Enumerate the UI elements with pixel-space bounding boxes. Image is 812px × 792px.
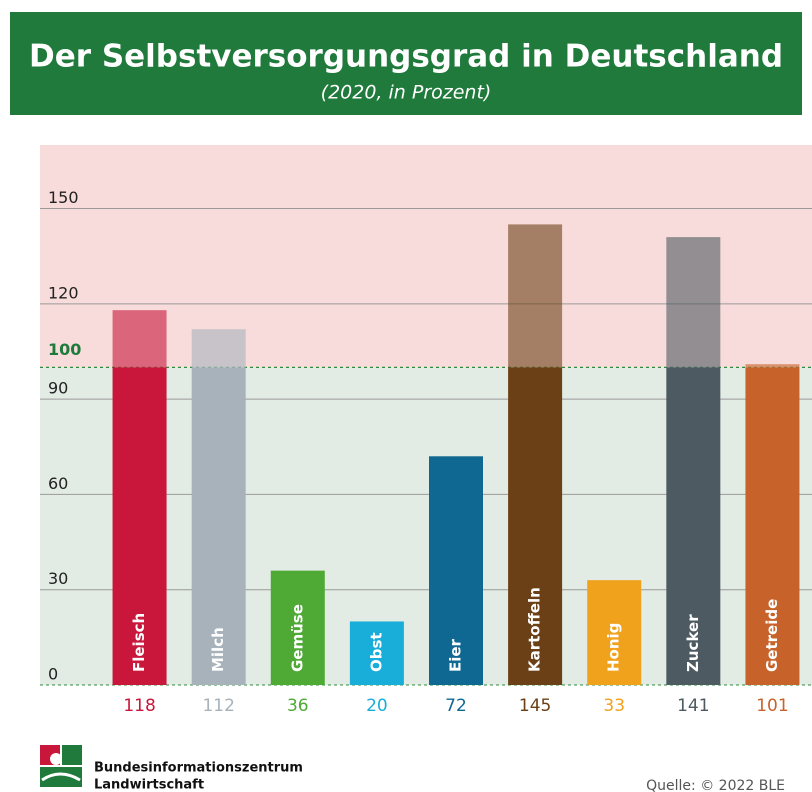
value-label: 20	[366, 696, 388, 716]
category-label: Milch	[209, 627, 227, 672]
category-label: Honig	[605, 623, 623, 672]
bar-excess	[666, 237, 720, 367]
reference-label: 100	[48, 340, 81, 359]
value-label: 145	[519, 696, 551, 716]
category-label: Getreide	[763, 599, 781, 672]
bar-excess	[192, 329, 246, 367]
publisher: Bundesinformationszentrum	[94, 761, 303, 776]
bar-excess	[508, 224, 562, 367]
chart-subtitle: (2020, in Prozent)	[321, 82, 492, 104]
value-label: 36	[287, 696, 309, 716]
value-label: 112	[202, 696, 234, 716]
value-label: 141	[677, 696, 709, 716]
category-label: Gemüse	[288, 604, 306, 672]
value-label: 101	[756, 696, 788, 716]
bar-excess	[113, 310, 167, 367]
value-label: 72	[445, 696, 467, 716]
plot-area: 0 30 60 90 120 150 100 118 Fleisch 112 Milch 36 Gemü…	[40, 145, 812, 716]
y-tick-label: 0	[48, 665, 58, 684]
value-label: 118	[123, 696, 155, 716]
source: Quelle: © 2022 BLE	[646, 778, 785, 792]
y-tick-label: 90	[48, 379, 68, 398]
value-label: 33	[603, 696, 625, 716]
category-label: Fleisch	[130, 613, 148, 672]
logo	[40, 745, 82, 787]
y-tick-label: 60	[48, 474, 68, 493]
chart-title: Der Selbstversorgungsgrad in Deutschland	[29, 39, 783, 75]
chart: Der Selbstversorgungsgrad in Deutschland…	[0, 0, 812, 792]
publisher: Landwirtschaft	[94, 778, 204, 792]
category-label: Obst	[367, 632, 385, 672]
category-label: Zucker	[684, 614, 702, 672]
y-tick-label: 150	[48, 188, 79, 207]
y-tick-label: 120	[48, 283, 79, 302]
y-tick-label: 30	[48, 569, 68, 588]
category-label: Eier	[447, 638, 465, 672]
bar-excess	[745, 364, 799, 367]
category-label: Kartoffeln	[526, 587, 544, 672]
